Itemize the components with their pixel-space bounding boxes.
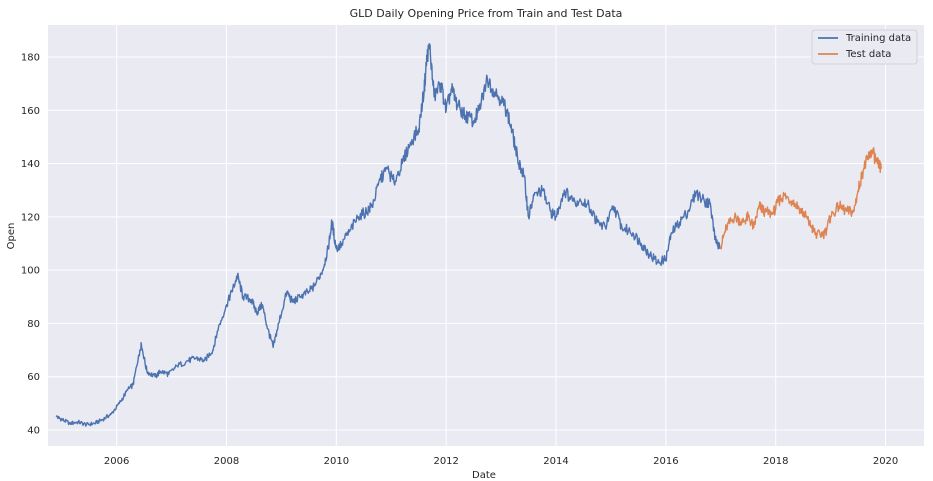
y-tick-label: 40	[27, 426, 40, 437]
grid	[48, 25, 924, 446]
plot-background	[48, 25, 924, 446]
series-layer	[55, 43, 882, 427]
x-tick-label: 2008	[214, 456, 239, 467]
y-tick-label: 60	[27, 372, 40, 383]
series-line-training	[55, 43, 721, 427]
x-tick-label: 2012	[433, 456, 458, 467]
y-tick-label: 80	[27, 319, 40, 330]
x-tick-label: 2018	[763, 456, 788, 467]
ticks: 2006 2008 2010 2012 2014 2016 2018 2020 40 60 80 10…	[21, 52, 898, 467]
x-tick-label: 2014	[543, 456, 568, 467]
x-tick-label: 2020	[873, 456, 898, 467]
y-tick-label: 100	[21, 266, 40, 277]
chart-title: GLD Daily Opening Price from Train and T…	[350, 7, 623, 20]
y-tick-label: 180	[21, 52, 40, 63]
x-tick-label: 2006	[104, 456, 129, 467]
legend: Training data Test data	[811, 29, 918, 65]
y-tick-label: 160	[21, 106, 40, 117]
legend-label-training: Training data	[845, 33, 911, 44]
x-tick-label: 2010	[324, 456, 349, 467]
legend-box	[811, 29, 918, 65]
y-tick-label: 140	[21, 159, 40, 170]
y-tick-label: 120	[21, 212, 40, 223]
x-axis-label: Date	[472, 470, 496, 481]
y-axis-label: Open	[6, 223, 17, 250]
series-line-test	[720, 147, 882, 250]
legend-label-test: Test data	[845, 49, 891, 60]
x-tick-label: 2016	[653, 456, 678, 467]
